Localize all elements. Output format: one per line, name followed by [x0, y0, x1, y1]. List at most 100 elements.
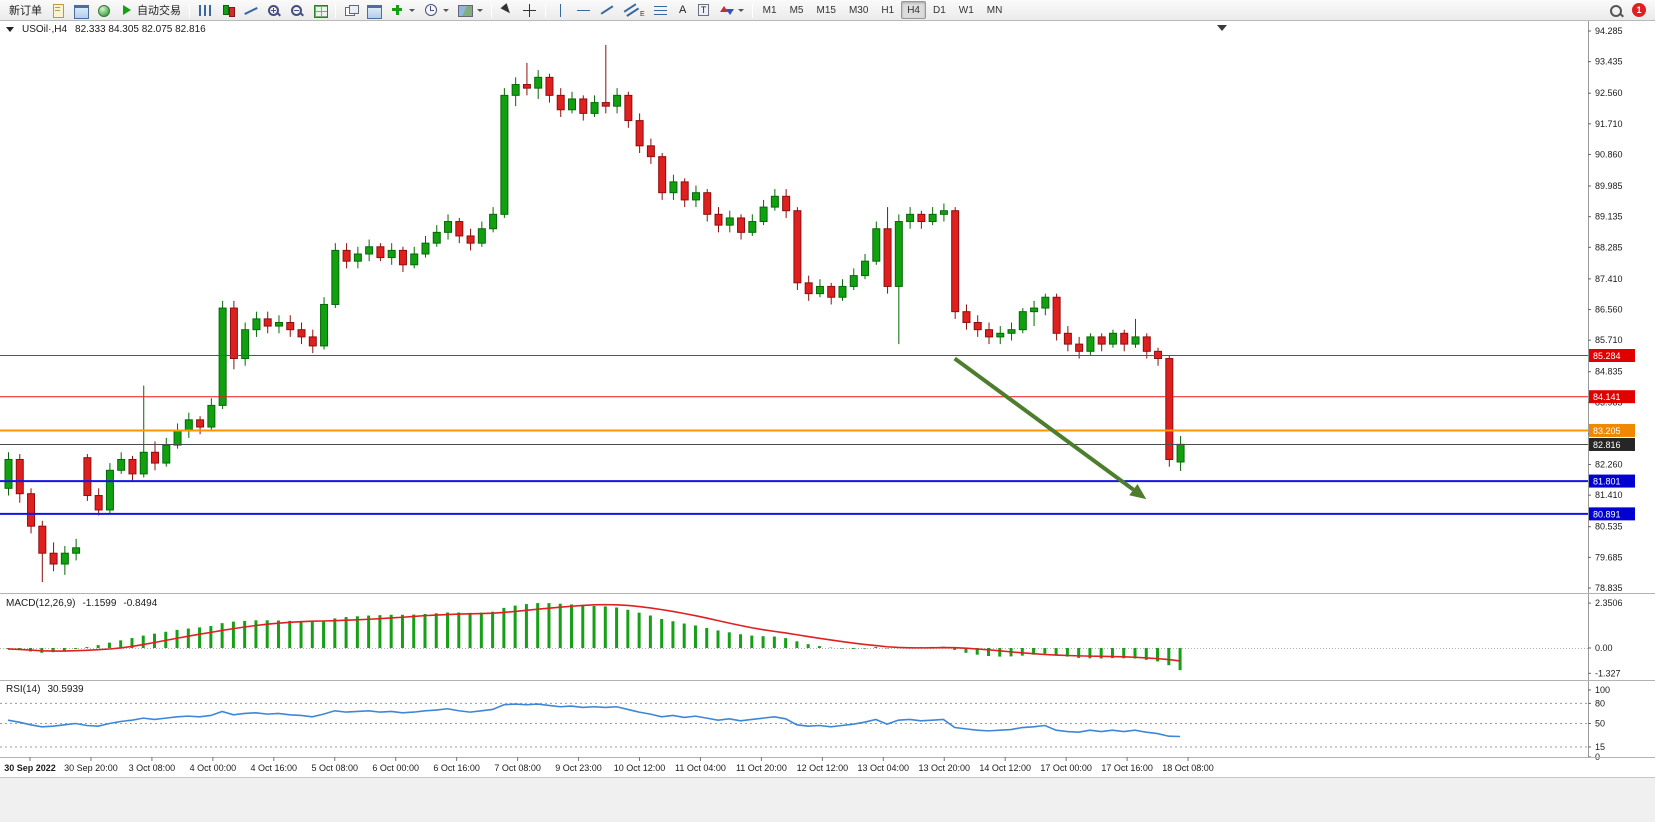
text-box-button[interactable]: T	[694, 1, 714, 19]
chart-header: USOil·,H4 82.333 84.305 82.075 82.816	[6, 24, 206, 35]
equidistant-channel-button[interactable]: E	[619, 1, 649, 19]
candlestick-chart-button[interactable]	[217, 1, 239, 19]
time-axis[interactable]: 30 Sep 2022 30 Sep 20:00 3 Oct 08:00 4 Oct …	[4, 757, 1214, 773]
line-chart-button[interactable]	[240, 1, 262, 19]
line-chart-icon	[244, 4, 258, 17]
dropdown-caret-icon	[477, 8, 483, 12]
text-label-button[interactable]: A	[673, 1, 693, 19]
fibonacci-button[interactable]	[650, 1, 672, 19]
zoom-out-button[interactable]	[286, 1, 308, 19]
bar-chart-button[interactable]	[194, 1, 216, 19]
timeframe-button-m15[interactable]: M15	[816, 4, 836, 16]
svg-text:78.835: 78.835	[1595, 583, 1623, 593]
svg-text:92.560: 92.560	[1595, 88, 1623, 98]
svg-text:18 Oct 08:00: 18 Oct 08:00	[1162, 763, 1214, 773]
bottom-strip	[0, 777, 1655, 822]
arrows-button[interactable]	[715, 1, 748, 19]
svg-text:5 Oct 08:00: 5 Oct 08:00	[311, 763, 358, 773]
svg-text:81.410: 81.410	[1595, 490, 1623, 500]
dropdown-caret-icon	[409, 8, 415, 12]
auto-trading-icon	[120, 4, 134, 17]
vertical-line-button[interactable]	[550, 1, 572, 19]
svg-text:3 Oct 08:00: 3 Oct 08:00	[129, 763, 176, 773]
crosshair-icon	[523, 3, 537, 17]
market-watch-button[interactable]	[47, 1, 69, 19]
timeframe-button-m30[interactable]: M30	[848, 4, 869, 16]
svg-text:87.410: 87.410	[1595, 274, 1623, 284]
svg-text:7 Oct 08:00: 7 Oct 08:00	[494, 763, 541, 773]
auto-trading-button[interactable]: 自动交易	[116, 1, 185, 19]
timeframe-button-m5[interactable]: M5	[789, 4, 804, 16]
timeframe-button-d1[interactable]: D1	[932, 4, 946, 16]
horizontal-line-button[interactable]	[573, 1, 595, 19]
svg-text:85.710: 85.710	[1595, 335, 1623, 345]
search-button[interactable]	[1605, 1, 1627, 19]
tile-windows-button[interactable]	[309, 1, 331, 19]
current-price-tag: 82.816	[1589, 437, 1635, 451]
svg-text:30 Sep 20:00: 30 Sep 20:00	[64, 763, 118, 773]
rsi-label: RSI(14) 30.5939	[6, 684, 84, 695]
new-chart-button[interactable]	[340, 1, 362, 19]
macd-name: MACD(12,26,9)	[6, 598, 76, 609]
chart-profiles-icon	[367, 4, 382, 19]
svg-text:0.00: 0.00	[1595, 643, 1613, 653]
notification-badge[interactable]: 1	[1632, 3, 1646, 17]
toolbar-separator	[189, 2, 190, 18]
timeframe-button-h1[interactable]: H1	[881, 4, 895, 16]
cursor-button[interactable]	[496, 1, 518, 19]
svg-text:12 Oct 12:00: 12 Oct 12:00	[797, 763, 849, 773]
periods-icon	[424, 3, 438, 17]
new-order-button-label: 新订单	[9, 5, 42, 17]
macd-signal-line	[7, 603, 1181, 662]
price-axis: 94.285 93.435 92.560 91.710 90.860 89.985 89.1…	[1588, 26, 1623, 593]
bar-chart-icon	[198, 4, 212, 17]
macd-signal-value: -0.8494	[123, 598, 158, 609]
rsi-line	[7, 703, 1181, 738]
macd-scale: 2.3506 0.00 -1.327	[1588, 598, 1623, 678]
new-order-button[interactable]: 新订单	[5, 1, 46, 19]
timeframe-button-w1[interactable]: W1	[958, 4, 974, 16]
svg-text:83.205: 83.205	[1593, 426, 1621, 436]
svg-text:6 Oct 00:00: 6 Oct 00:00	[372, 763, 419, 773]
level-price-tag: 80.891	[1589, 507, 1635, 521]
add-indicator-button[interactable]	[386, 1, 419, 19]
navigator-icon	[97, 4, 111, 17]
chart-svg[interactable]: 94.285 93.435 92.560 91.710 90.860 89.985 89.1…	[0, 21, 1655, 822]
svg-text:82.260: 82.260	[1595, 460, 1623, 470]
svg-text:90.860: 90.860	[1595, 149, 1623, 159]
horizontal-line-icon	[577, 4, 591, 17]
svg-text:86.560: 86.560	[1595, 305, 1623, 315]
svg-text:13 Oct 20:00: 13 Oct 20:00	[918, 763, 970, 773]
svg-text:80: 80	[1595, 698, 1605, 708]
navigator-button[interactable]	[93, 1, 115, 19]
templates-button[interactable]	[454, 1, 487, 19]
svg-text:80.535: 80.535	[1595, 522, 1623, 532]
level-price-tag: 83.205	[1589, 423, 1635, 437]
svg-text:14 Oct 12:00: 14 Oct 12:00	[979, 763, 1031, 773]
chart-profiles-button[interactable]	[363, 1, 385, 19]
trendline-button[interactable]	[596, 1, 618, 19]
svg-text:10 Oct 12:00: 10 Oct 12:00	[614, 763, 666, 773]
toolbar-separator	[545, 2, 546, 18]
trendline-icon	[600, 4, 614, 17]
svg-text:11 Oct 04:00: 11 Oct 04:00	[675, 763, 726, 773]
data-window-button[interactable]	[70, 1, 92, 19]
chart-shift-marker-icon[interactable]	[1217, 25, 1227, 31]
timeframe-button-h4[interactable]: H4	[901, 1, 926, 19]
periods-button[interactable]	[420, 1, 453, 19]
ohlc-values: 82.333 84.305 82.075 82.816	[75, 24, 206, 35]
timeframe-button-mn[interactable]: MN	[986, 4, 1003, 16]
zoom-in-icon	[267, 4, 281, 17]
candlestick-chart-icon	[221, 4, 235, 17]
rsi-name: RSI(14)	[6, 684, 41, 695]
add-indicator-icon	[390, 4, 404, 17]
crosshair-button[interactable]	[519, 1, 541, 19]
level-price-tag: 81.801	[1589, 474, 1635, 488]
level-price-tag: 84.141	[1589, 390, 1635, 404]
zoom-out-icon	[290, 4, 304, 17]
trend-arrow[interactable]	[953, 356, 1147, 500]
timeframe-button-m1[interactable]: M1	[762, 4, 777, 16]
toolbar-separator	[335, 2, 336, 18]
svg-text:-1.327: -1.327	[1595, 668, 1621, 678]
zoom-in-button[interactable]	[263, 1, 285, 19]
